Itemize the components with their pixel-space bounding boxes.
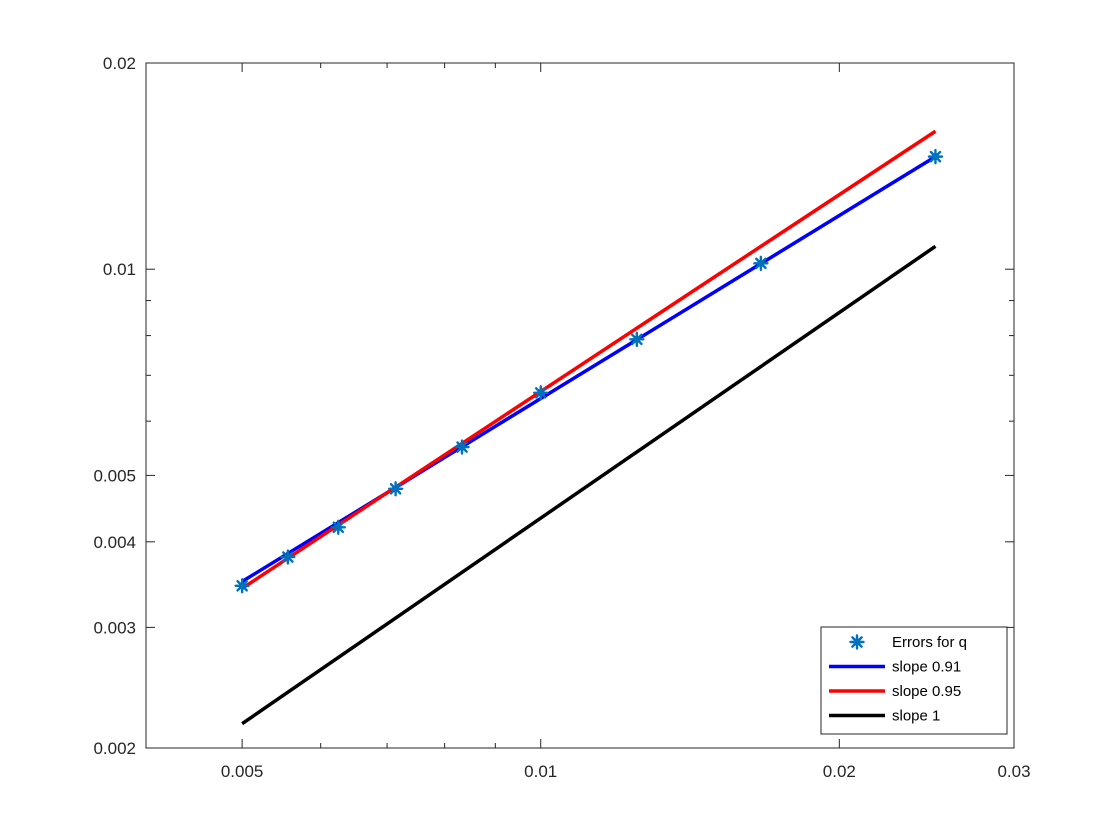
data-point-marker xyxy=(927,148,944,165)
y-tick-label: 0.01 xyxy=(103,260,136,279)
x-tick-label: 0.005 xyxy=(221,762,264,781)
data-point-marker xyxy=(387,481,404,497)
legend-entry-label: slope 0.95 xyxy=(892,683,961,700)
series-line-2 xyxy=(241,129,937,590)
y-tick-label: 0.004 xyxy=(93,533,136,552)
y-tick-label: 0.002 xyxy=(93,739,136,758)
y-tick-label: 0.02 xyxy=(103,54,136,73)
data-point-marker xyxy=(330,519,346,535)
legend-entry-label: slope 0.91 xyxy=(892,659,961,676)
data-point-marker xyxy=(629,331,645,348)
legend-entry-label: Errors for q xyxy=(892,634,967,651)
data-point-marker xyxy=(280,549,296,565)
legend-entry-label: slope 1 xyxy=(892,708,940,725)
data-point-marker xyxy=(454,439,470,455)
x-tick-label: 0.02 xyxy=(823,762,856,781)
data-point-marker xyxy=(234,578,250,594)
data-point-marker xyxy=(533,385,549,401)
y-tick-label: 0.005 xyxy=(93,466,136,485)
plot-area-frame xyxy=(145,62,1015,749)
plot-series xyxy=(234,129,944,726)
axis-ticks: 0.005 0.01 0.02 0.03 0.002 0.003 0.004 0.005 0.0… xyxy=(93,54,1030,781)
marker-series-group xyxy=(234,148,944,594)
legend: Errors for q slope 0.91 slope 0.95 slope 1 xyxy=(820,626,1008,735)
x-tick-label: 0.03 xyxy=(997,762,1030,781)
legend-marker-sample xyxy=(849,634,865,650)
x-tick-label: 0.01 xyxy=(524,762,557,781)
series-line-3 xyxy=(241,244,937,726)
line-series-group xyxy=(241,129,937,726)
data-point-marker xyxy=(753,255,769,272)
y-tick-label: 0.003 xyxy=(93,618,136,637)
